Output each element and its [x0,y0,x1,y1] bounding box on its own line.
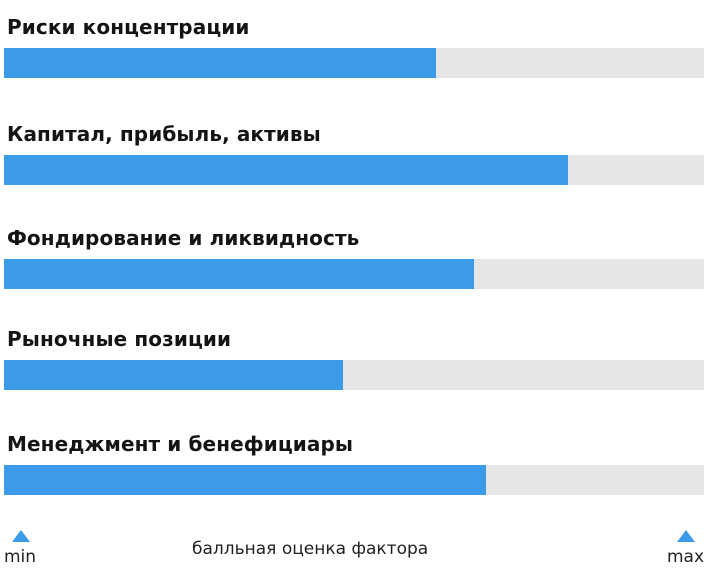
min-marker-icon [12,530,30,542]
factor-bar [4,155,568,185]
max-marker-icon [677,530,695,542]
factor-bar-track [4,155,704,185]
factor-bar [4,360,343,390]
scale-max-label: max [667,547,705,567]
factor-label: Риски концентрации [7,15,250,39]
factor-bar-track [4,360,704,390]
factor-bar-track [4,259,704,289]
factor-bar-track [4,465,704,495]
factor-label: Менеджмент и бенефициары [7,432,354,456]
factor-label: Фондирование и ликвидность [7,226,360,250]
scale-min-label: min [4,547,37,567]
factor-bar [4,465,486,495]
factor-bar [4,259,474,289]
factor-label: Рыночные позиции [7,327,232,351]
axis-label: балльная оценка фактора [192,539,429,559]
factor-bar-track [4,48,704,78]
factor-label: Капитал, прибыль, активы [7,122,321,146]
factor-bar [4,48,436,78]
